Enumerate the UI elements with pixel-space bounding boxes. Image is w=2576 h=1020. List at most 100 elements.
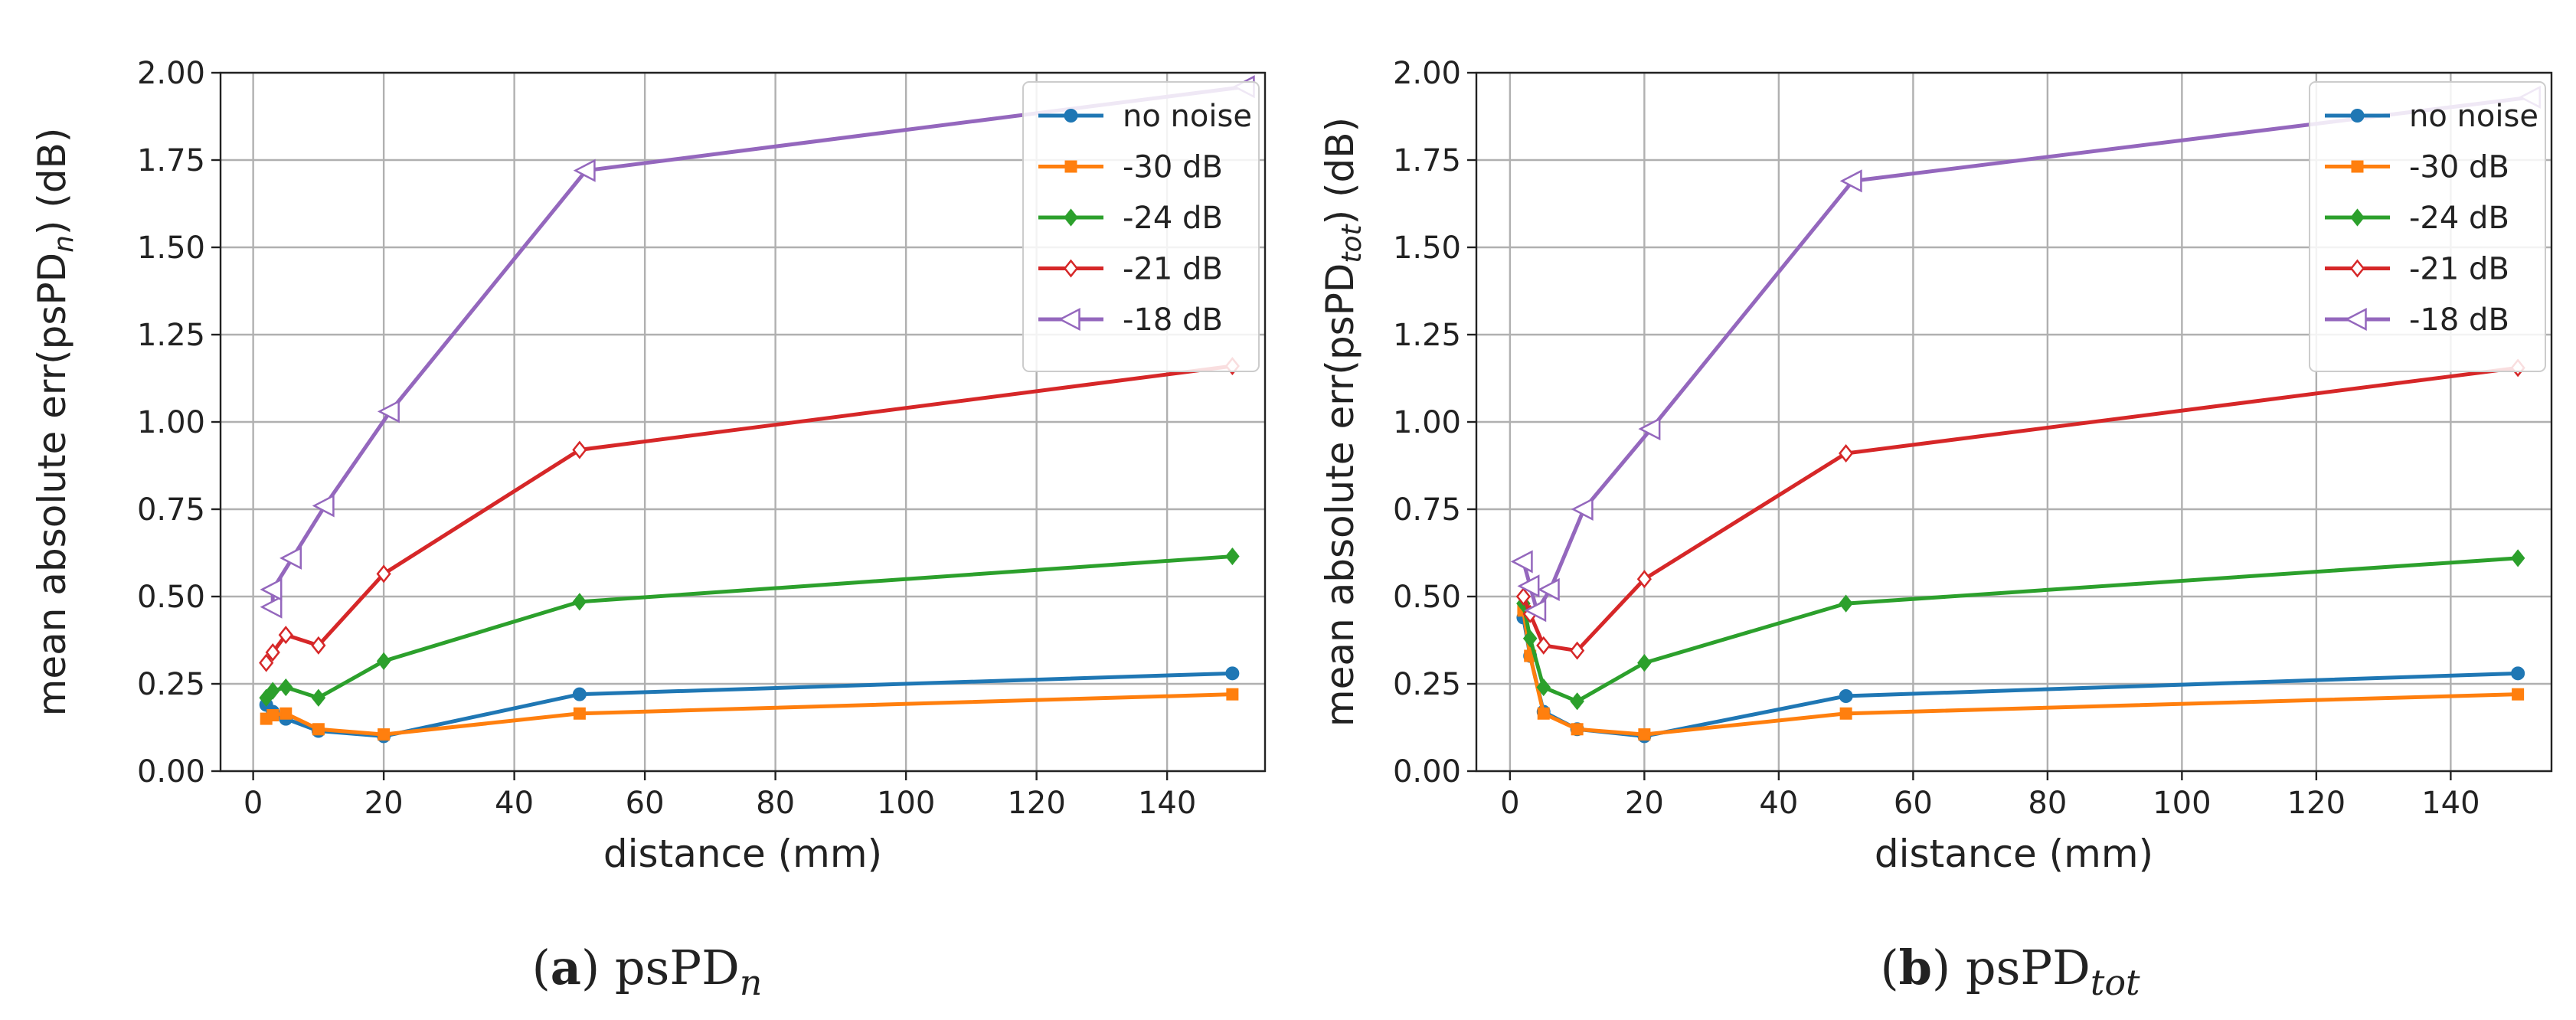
marker-s0-p6 [2511,666,2525,681]
x-tick-label: 0 [1500,786,1519,821]
legend-label: -18 dB [2409,302,2509,338]
marker-s2-p3 [311,688,326,707]
y-tick-label: 0.00 [137,754,205,790]
marker-s4-p1 [260,577,283,601]
marker-s2-p5 [1839,594,1853,613]
marker-s3-p1 [265,642,280,662]
marker-slegend3-p0 [1063,259,1079,278]
marker-s0-p6 [1225,666,1240,681]
marker-s1-p2 [1537,707,1550,720]
x-tick-label: 100 [877,786,935,821]
marker-slegend2-p0 [2350,208,2365,227]
y-tick-label: 1.00 [1393,405,1461,440]
y-tick-label: 1.50 [1393,230,1461,266]
y-axis-label: mean absolute err(psPDn) (dB) [30,128,80,717]
marker-s4-p5 [573,159,596,182]
legend-label: -24 dB [2409,201,2509,236]
x-axis-label: distance (mm) [603,832,882,876]
marker-s0-p5 [572,687,587,701]
marker-s4-p0 [1510,550,1533,574]
panel-a: 0 20 40 60 80 100 120 140 0.00 0.25 0.50 0.75 1.00 1.… [30,56,1267,1003]
marker-s3-p4 [1636,570,1652,589]
marker-s3-p0 [1515,587,1532,606]
marker-s3-p5 [572,440,587,459]
legend-label: -30 dB [1123,150,1223,185]
marker-s2-p2 [1536,678,1551,697]
x-tick-label: 60 [626,786,665,821]
marker-s2-p3 [1570,692,1584,711]
legend-label: -18 dB [1123,302,1223,338]
panel-caption: (b) psPDtot [1880,940,2140,1003]
marker-slegend2-p0 [1064,208,1078,227]
marker-s1-p4 [378,728,391,741]
y-tick-label: 2.00 [1393,56,1461,91]
marker-slegend0-p0 [1064,109,1078,123]
marker-s2-p1 [265,682,280,700]
y-tick-label: 1.25 [1393,318,1461,353]
x-tick-label: 60 [1894,786,1933,821]
x-tick-label: 20 [1625,786,1664,821]
marker-slegend0-p0 [2350,109,2365,123]
y-tick-label: 1.75 [137,143,205,178]
y-tick-label: 2.00 [137,56,205,91]
x-tick-label: 140 [1138,786,1196,821]
marker-s4-p5 [1638,417,1661,441]
y-tick-label: 0.75 [1393,492,1461,528]
y-axis-label: mean absolute err(psPDtot) (dB) [1318,117,1368,727]
series-line-0 [264,671,1233,738]
marker-s4-p2 [280,546,302,570]
marker-s2-p6 [1225,547,1240,566]
x-tick-label: 80 [2028,786,2067,821]
marker-s3-p3 [311,636,326,655]
legend-box [2309,81,2546,372]
y-tick-label: 1.75 [1393,143,1461,178]
marker-s2-p4 [376,652,391,670]
legend: no noise -30 dB -24 dB -21 dB -18 dB [2309,81,2546,372]
plot-frame [219,71,1267,773]
x-tick-label: 40 [1759,786,1798,821]
marker-s2-p5 [572,593,587,611]
marker-s4-p1 [1517,574,1540,598]
marker-s4-p2 [1524,599,1547,623]
marker-s1-p5 [1839,707,1852,720]
marker-s1-p5 [573,707,586,720]
marker-s2-p2 [278,678,293,697]
legend-label: -30 dB [2409,150,2509,185]
y-tick-label: 0.50 [1393,580,1461,615]
marker-s1-p6 [1226,688,1239,701]
marker-slegend4-p0 [1058,307,1080,332]
marker-slegend4-p0 [2344,307,2367,332]
x-tick-label: 120 [2287,786,2346,821]
y-tick-label: 1.00 [137,405,205,440]
y-tick-label: 0.25 [137,667,205,702]
data-series [259,75,1255,744]
y-tick-label: 1.50 [137,230,205,266]
marker-s3-p2 [1536,636,1551,655]
marker-s2-p4 [1637,654,1652,672]
x-axis-label: distance (mm) [1875,832,2153,876]
x-tick-label: 0 [244,786,263,821]
x-tick-label: 80 [756,786,795,821]
y-tick-label: 1.25 [137,318,205,353]
marker-slegend3-p0 [2349,259,2365,278]
marker-slegend1-p0 [2351,160,2364,173]
marker-s1-p3 [1571,723,1584,736]
marker-s3-p2 [278,626,293,645]
marker-s3-p0 [259,653,274,672]
y-tick-label: 0.25 [1393,667,1461,702]
marker-s1-p1 [266,709,280,722]
y-tick-label: 0.50 [137,580,205,615]
marker-s1-p4 [1638,728,1651,741]
x-tick-label: 140 [2421,786,2480,821]
marker-s2-p1 [1522,629,1538,648]
marker-s1-p6 [2512,688,2525,701]
x-tick-label: 20 [364,786,404,821]
marker-s2-p6 [2510,549,2525,567]
marker-slegend1-p0 [1064,160,1077,173]
marker-s3-p3 [1570,641,1585,660]
marker-s1-p3 [312,723,325,736]
series-line-1 [1521,610,2519,737]
marker-s3-p4 [376,564,391,584]
legend-label: -21 dB [2409,252,2509,287]
marker-s4-p4 [1571,497,1594,521]
